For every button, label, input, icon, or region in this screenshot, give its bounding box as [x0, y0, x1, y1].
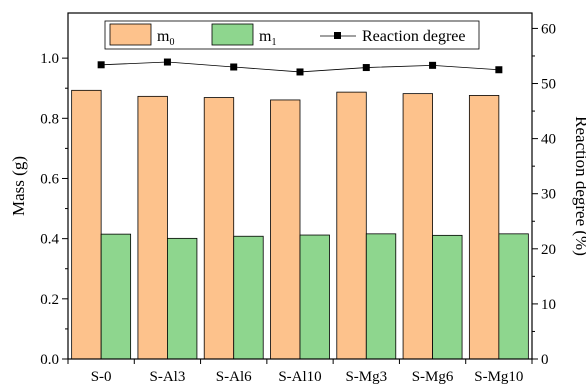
x-tick-label: S-Mg6 [412, 369, 454, 385]
reaction-degree-point-S-Al6 [230, 63, 238, 71]
plot-frame [67, 12, 533, 360]
legend-swatch-m0 [109, 23, 152, 46]
right-axis-ticks: 0 10 20 30 40 50 60 [532, 21, 556, 368]
reaction-degree-line-group [97, 58, 503, 76]
x-tick-label: S-0 [91, 369, 112, 385]
bar-m1-S-Mg10 [498, 233, 529, 360]
y-tick-label: 0.2 [40, 292, 59, 308]
legend-label-m1: m1 [259, 28, 276, 48]
y-axis-title: Mass (g) [9, 156, 28, 216]
legend-label-reaction-degree: Reaction degree [362, 28, 466, 45]
bar-m1-S-Mg6 [432, 234, 463, 360]
x-tick-label: S-Al3 [150, 369, 186, 385]
reaction-degree-point-S-Al3 [163, 58, 171, 66]
bar-m1-S-Mg3 [365, 233, 397, 360]
bar-m1-S-Al10 [299, 234, 330, 360]
x-tick-label: S-Mg10 [474, 369, 523, 385]
x-tick-label: S-Mg3 [345, 369, 387, 385]
y-tick-label: 0.0 [40, 352, 59, 368]
legend-label-m0: m0 [157, 28, 174, 48]
left-axis-ticks: 0.0 0.2 0.4 0.6 0.8 1.0 [40, 51, 68, 368]
bar-m0-S-0 [71, 89, 102, 360]
y2-tick-label: 10 [541, 297, 556, 313]
y2-axis-title: Reaction degree (%) [572, 116, 586, 256]
y-tick-label: 0.8 [40, 111, 59, 127]
legend-box [104, 20, 480, 50]
reaction-degree-point-S-Mg6 [429, 61, 437, 69]
bar-m0-S-Mg6 [402, 93, 433, 360]
bars-group [71, 89, 529, 360]
bar-m1-S-Al3 [167, 237, 198, 360]
y2-tick-label: 30 [541, 187, 556, 203]
bar-m0-S-Al3 [137, 95, 168, 360]
y2-tick-label: 50 [541, 77, 556, 93]
bar-m0-S-Al10 [270, 99, 301, 360]
legend-marker-reaction-degree [334, 32, 341, 39]
legend-swatch-m1 [211, 23, 254, 46]
y2-tick-label: 40 [541, 132, 556, 148]
y-tick-label: 1.0 [40, 51, 59, 67]
bar-m0-S-Mg10 [468, 95, 500, 360]
y2-tick-label: 20 [541, 242, 556, 258]
y-tick-label: 0.6 [40, 171, 59, 187]
bar-m1-S-0 [100, 233, 132, 360]
bar-m0-S-Al6 [203, 97, 235, 360]
bar-m1-S-Al6 [233, 235, 264, 360]
x-axis-ticks: S-0 S-Al3 S-Al6 S-Al10 S-Mg3 S-Mg6 S-Mg10 [67, 359, 533, 385]
legend: m0 m1 Reaction degree [104, 20, 480, 50]
y2-tick-label: 60 [541, 21, 556, 37]
reaction-degree-point-S-Al10 [296, 68, 304, 76]
x-tick-label: S-Al10 [278, 369, 321, 385]
reaction-degree-point-S-Mg3 [362, 64, 370, 72]
reaction-degree-point-S-0 [97, 61, 105, 69]
reaction-degree-point-S-Mg10 [495, 66, 503, 74]
y2-tick-label: 0 [541, 352, 549, 368]
bar-m0-S-Mg3 [336, 91, 367, 360]
y-tick-label: 0.4 [40, 232, 59, 248]
x-tick-label: S-Al6 [216, 369, 252, 385]
